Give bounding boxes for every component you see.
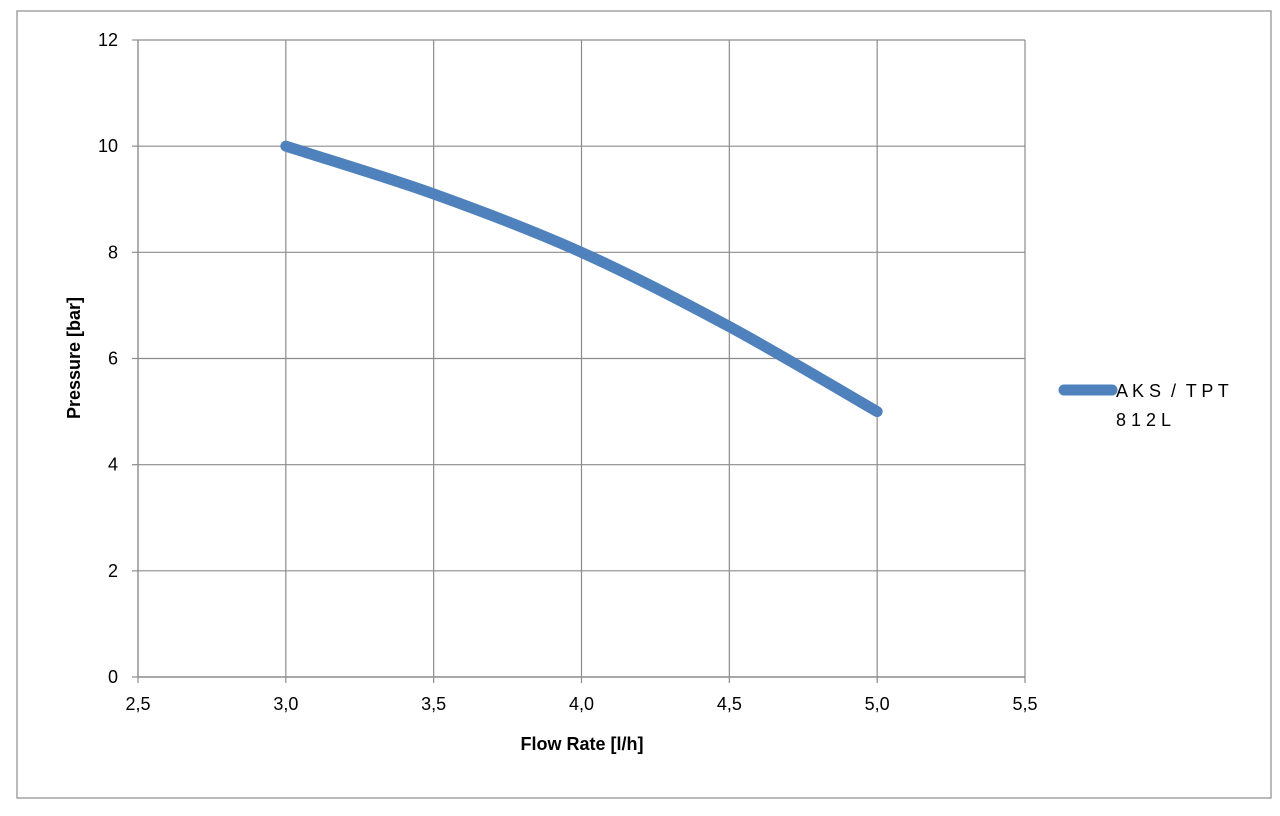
series-layer	[280, 140, 883, 418]
y-tick-label: 0	[108, 667, 118, 687]
x-tick-label: 5,0	[865, 694, 890, 714]
x-tick-label: 2,5	[125, 694, 150, 714]
x-tick-label: 4,0	[569, 694, 594, 714]
tick-labels: 2,5 3,0 3,5 4,0 4,5 5,0 5,5 0 2 4 6 8 10 12	[98, 30, 1038, 714]
x-tick-label: 3,5	[421, 694, 446, 714]
x-axis-label: Flow Rate [l/h]	[521, 734, 644, 754]
y-tick-label: 2	[108, 561, 118, 581]
y-tick-label: 4	[108, 455, 118, 475]
axes	[132, 39, 1026, 683]
y-tick-label: 8	[108, 242, 118, 262]
legend-label-line-1: A K S / T P T	[1116, 381, 1229, 401]
y-tick-label: 12	[98, 30, 118, 50]
chart-border	[16, 10, 1272, 799]
x-tick-label: 5,5	[1012, 694, 1037, 714]
x-tick-label: 4,5	[717, 694, 742, 714]
legend-label-line-2: 8 1 2 L	[1116, 410, 1171, 430]
legend: A K S / T P T 8 1 2 L	[1058, 381, 1229, 430]
y-tick-label: 6	[108, 349, 118, 369]
y-tick-label: 10	[98, 136, 118, 156]
x-tick-label: 3,0	[273, 694, 298, 714]
y-axis-label: Pressure [bar]	[64, 297, 84, 419]
